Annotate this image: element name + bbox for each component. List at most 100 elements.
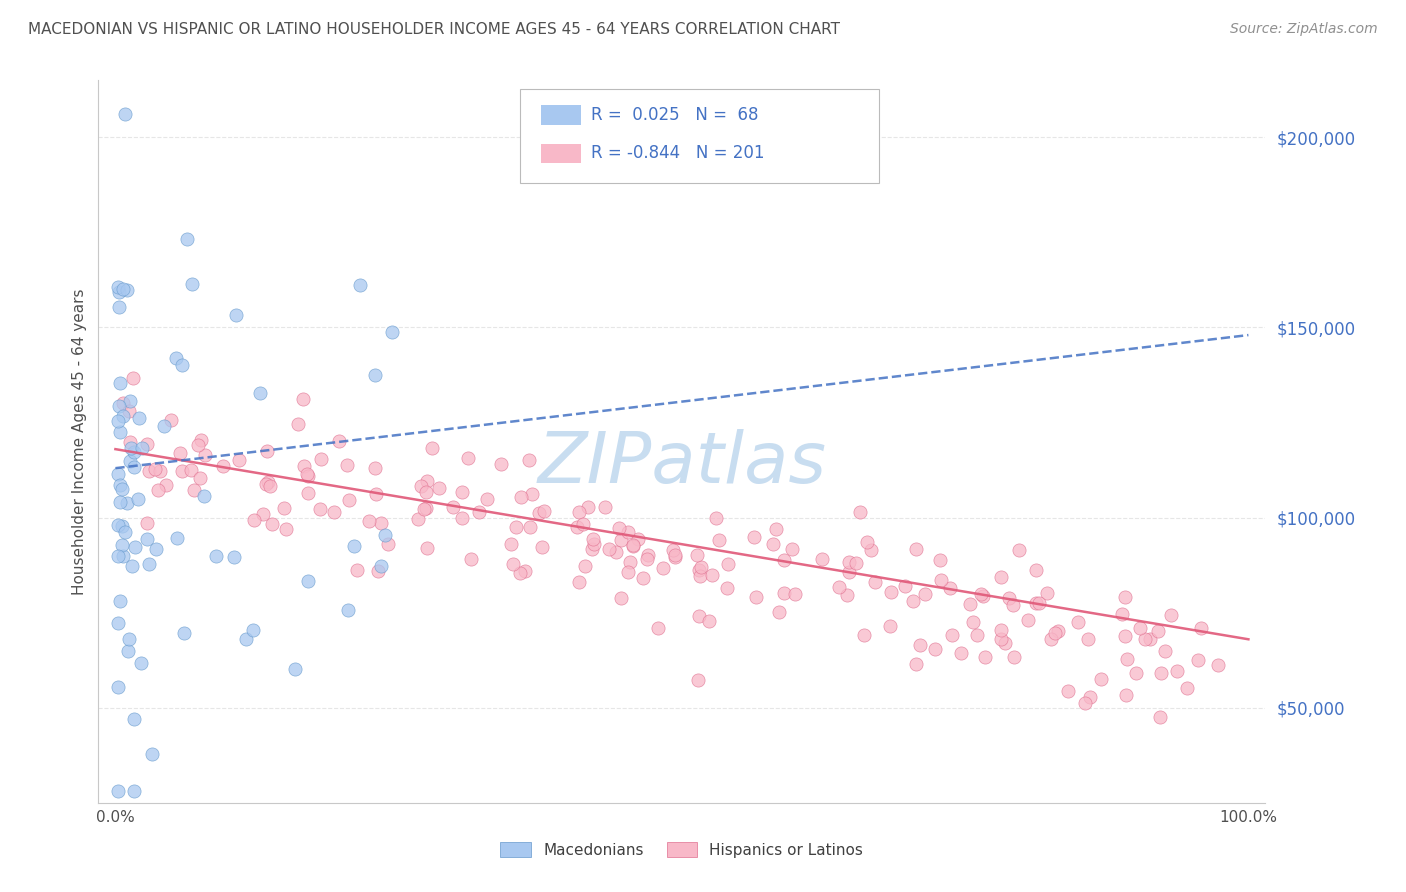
Point [121, 558, 143, 573]
Point [129, 656, 152, 670]
Point [605, 545, 627, 559]
Point [336, 458, 359, 473]
Point [1017, 613, 1039, 627]
Point [136, 437, 159, 451]
Point [1187, 653, 1209, 667]
Point [149, 464, 172, 478]
Point [904, 542, 927, 557]
Point [910, 638, 932, 652]
Point [276, 522, 298, 536]
Point [621, 538, 644, 552]
Point [742, 531, 765, 545]
Point [254, 477, 277, 491]
Point [370, 559, 392, 574]
Point [117, 283, 139, 297]
Point [903, 594, 925, 608]
Point [845, 557, 868, 571]
Point [107, 784, 129, 798]
Point [502, 557, 524, 571]
Point [364, 461, 387, 475]
Point [225, 308, 247, 322]
Point [107, 518, 129, 533]
Point [257, 475, 280, 489]
Point [349, 277, 371, 292]
Point [228, 453, 250, 467]
Point [1154, 644, 1177, 658]
Point [617, 524, 640, 539]
Point [183, 483, 205, 497]
Point [460, 552, 482, 566]
Point [1133, 632, 1156, 646]
Point [111, 482, 134, 496]
Point [187, 438, 209, 452]
Point [1028, 596, 1050, 610]
Point [120, 441, 142, 455]
Point [1002, 599, 1025, 613]
Point [688, 563, 710, 577]
Point [108, 425, 131, 439]
Point [610, 533, 633, 548]
Point [689, 560, 711, 574]
Point [148, 483, 170, 498]
Point [929, 574, 952, 588]
Point [1115, 688, 1137, 702]
Point [974, 649, 997, 664]
Point [782, 542, 804, 557]
Point [193, 489, 215, 503]
Point [527, 506, 550, 520]
Point [1206, 658, 1229, 673]
Point [451, 511, 474, 525]
Text: R =  0.025   N =  68: R = 0.025 N = 68 [591, 106, 758, 124]
Point [108, 376, 131, 390]
Point [343, 540, 366, 554]
Point [688, 609, 710, 624]
Point [114, 524, 136, 539]
Point [166, 531, 188, 545]
Point [124, 460, 146, 475]
Point [212, 459, 235, 474]
Point [962, 615, 984, 629]
Point [1035, 586, 1057, 600]
Point [374, 528, 396, 542]
Point [838, 566, 860, 580]
Y-axis label: Householder Income Ages 45 - 64 years: Householder Income Ages 45 - 64 years [72, 288, 87, 595]
Point [837, 588, 859, 602]
Point [941, 628, 963, 642]
Point [364, 487, 387, 501]
Point [609, 591, 631, 605]
Point [998, 591, 1021, 606]
Point [928, 553, 950, 567]
Point [1043, 625, 1066, 640]
Point [194, 448, 217, 462]
Point [489, 457, 512, 471]
Point [1114, 629, 1136, 643]
Point [249, 386, 271, 401]
Point [416, 541, 439, 555]
Point [309, 502, 332, 516]
Point [572, 517, 595, 532]
Point [112, 549, 135, 564]
Point [664, 548, 686, 562]
Point [172, 359, 194, 373]
Point [1025, 563, 1047, 577]
Point [515, 564, 537, 578]
Point [415, 485, 437, 500]
Point [664, 550, 686, 565]
Point [297, 469, 319, 483]
Point [441, 500, 464, 514]
Point [627, 532, 650, 546]
Point [685, 548, 707, 562]
Point [828, 580, 851, 594]
Point [188, 471, 211, 485]
Point [108, 399, 131, 413]
Point [411, 479, 433, 493]
Point [970, 587, 993, 601]
Point [328, 434, 350, 449]
Point [519, 520, 541, 534]
Text: Source: ZipAtlas.com: Source: ZipAtlas.com [1230, 22, 1378, 37]
Point [420, 441, 443, 455]
Point [346, 563, 368, 577]
Point [135, 532, 157, 546]
Point [457, 450, 479, 465]
Point [118, 632, 141, 647]
